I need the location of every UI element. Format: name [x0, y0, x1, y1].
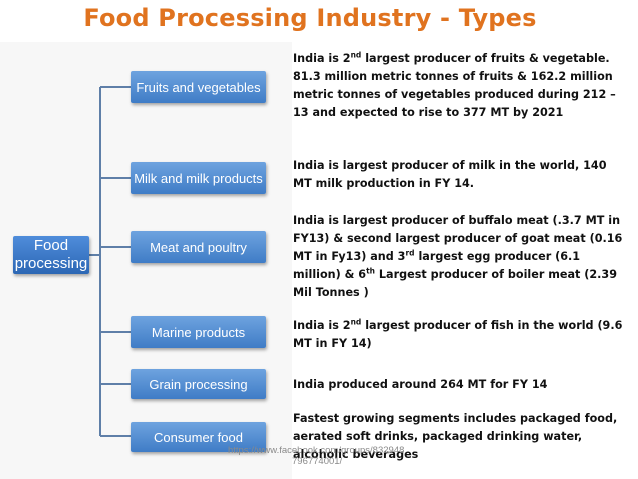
branch-node-grain-processing: Grain processing [131, 369, 266, 399]
branch-node-fruits-and-vegetables: Fruits and vegetables [131, 71, 266, 103]
branch-label: Consumer food [154, 429, 243, 445]
connector-lines [89, 86, 131, 437]
branch-label: Milk and milk products [134, 170, 263, 186]
description-milk: India is largest producer of milk in the… [293, 159, 607, 190]
branch-node-meat-and-poultry: Meat and poultry [131, 231, 266, 263]
branch-node-milk-and-milk-products: Milk and milk products [131, 162, 266, 194]
watermark-line2: 796774001/ [292, 456, 343, 467]
description-meat-and-poultry: India is largest producer of buffalo mea… [293, 214, 623, 299]
root-node-food-processing: Food processing [13, 236, 89, 274]
description-fruits-and-vegetables: India is 2nd largest producer of fruits … [293, 50, 616, 119]
description-marine-products: India is 2nd largest producer of fish in… [293, 317, 623, 350]
branch-label: Meat and poultry [150, 239, 247, 255]
description-grain-processing: India produced around 264 MT for FY 14 [293, 378, 548, 391]
root-label-line2: processing [14, 255, 88, 272]
branch-label: Grain processing [149, 376, 248, 392]
branch-label: Fruits and vegetables [136, 79, 261, 95]
branch-label: Marine products [151, 324, 246, 340]
root-label-line1: Food [33, 237, 69, 254]
page-title: Food Processing Industry - Types [83, 4, 537, 32]
branch-node-consumer-food: Consumer food [131, 422, 266, 452]
watermark-url: https://www.facebook.com/groups/832948 7… [228, 445, 468, 467]
description-consumer-food: Fastest growing segments includes packag… [293, 412, 618, 461]
branch-node-marine-products: Marine products [131, 316, 266, 348]
watermark-line1: https://www.facebook.com/groups/832948 [228, 445, 405, 456]
